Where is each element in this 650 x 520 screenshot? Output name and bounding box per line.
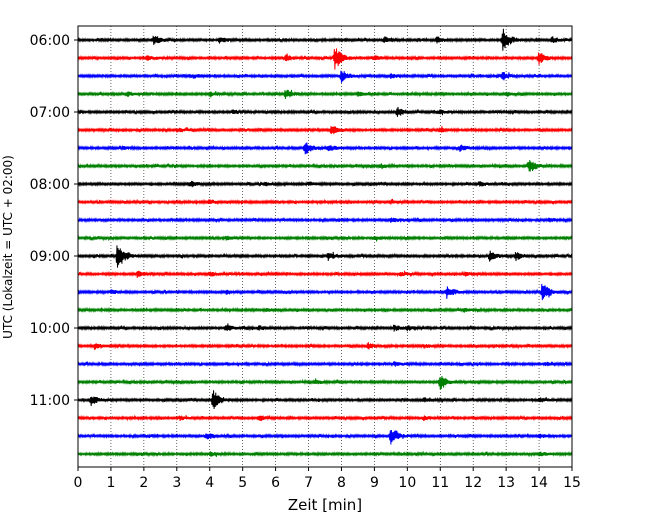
- x-tick-label: 13: [497, 475, 515, 491]
- trace-line: [77, 142, 573, 155]
- x-tick-label: 9: [370, 475, 379, 491]
- x-tick-label: 4: [205, 475, 214, 491]
- trace-group: [77, 28, 573, 458]
- x-axis-label: Zeit [min]: [288, 496, 362, 514]
- trace-line: [77, 360, 573, 368]
- x-tick-label: 7: [304, 475, 313, 491]
- y-tick-label: 06:00: [30, 33, 70, 49]
- x-tick-label: 10: [398, 475, 416, 491]
- trace-line: [77, 270, 573, 279]
- trace-line: [77, 28, 573, 51]
- y-axis-label: UTC (Lokalzeit = UTC + 02:00): [1, 155, 15, 339]
- y-tick-label: 10:00: [30, 321, 70, 337]
- x-tick-label: 2: [139, 475, 148, 491]
- trace-line: [77, 376, 573, 390]
- trace-line: [77, 48, 573, 70]
- x-tick-label: 0: [74, 475, 83, 491]
- trace-line: [77, 89, 573, 100]
- trace-line: [77, 306, 573, 314]
- plot-frame: [77, 25, 573, 468]
- y-axis-ticks: 06:00 07:00 08:00 09:00 10:00 11:00: [30, 33, 78, 409]
- x-tick-label: 8: [337, 475, 346, 491]
- trace-line: [77, 234, 573, 242]
- trace-line: [77, 430, 573, 445]
- trace-line: [77, 106, 573, 117]
- x-tick-label: 6: [271, 475, 280, 491]
- y-tick-label: 07:00: [30, 105, 70, 121]
- y-tick-label: 09:00: [30, 249, 70, 265]
- y-tick-label: 08:00: [30, 177, 70, 193]
- trace-line: [77, 198, 573, 206]
- x-tick-label: 15: [563, 475, 581, 491]
- x-tick-label: 3: [172, 475, 181, 491]
- x-tick-label: 5: [238, 475, 247, 491]
- trace-line: [77, 126, 573, 135]
- trace-line: [77, 180, 573, 188]
- trace-line: [77, 245, 573, 268]
- trace-line: [77, 390, 573, 409]
- trace-line: [77, 283, 573, 301]
- x-axis-ticks: 0 1 2 3 4 5 6 7 8 9 10 11 12 13 14 15: [74, 467, 581, 491]
- trace-line: [77, 414, 573, 422]
- y-tick-label: 11:00: [30, 393, 70, 409]
- trace-line: [77, 323, 573, 332]
- trace-line: [77, 216, 573, 224]
- x-tick-label: 1: [106, 475, 115, 491]
- trace-line: [77, 160, 573, 172]
- x-tick-label: 12: [464, 475, 482, 491]
- trace-line: [77, 70, 573, 83]
- trace-line: [77, 450, 573, 458]
- trace-line: [77, 342, 573, 350]
- x-tick-label: 14: [530, 475, 548, 491]
- x-tick-label: 11: [431, 475, 449, 491]
